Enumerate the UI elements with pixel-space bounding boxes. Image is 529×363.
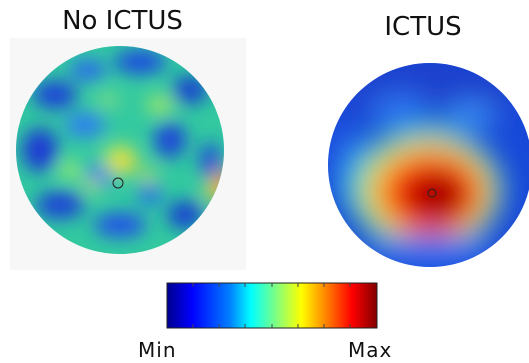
panel-title-no-ictus: No ICTUS [62,6,183,36]
topomap-ictus [328,63,529,267]
electrode-marker-right [427,188,437,198]
colorbar-min-label: Min [138,338,177,362]
colorbar-ticks [192,283,351,328]
colorbar-max-label: Max [348,338,393,362]
colorbar [166,282,378,329]
panel-title-ictus: ICTUS [384,12,462,42]
topomap-no-ictus [16,46,224,254]
electrode-marker-left [112,177,124,189]
